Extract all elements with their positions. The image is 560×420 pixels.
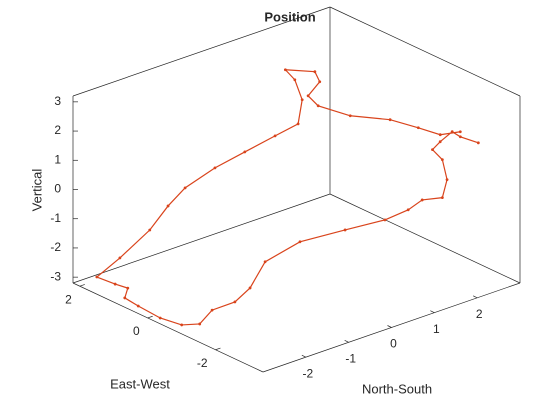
y-tick-label: 2 xyxy=(65,292,72,306)
trajectory-point xyxy=(440,158,444,162)
y-tick-label: -2 xyxy=(197,356,208,370)
x-tick-label: 0 xyxy=(390,337,397,351)
trajectory-point xyxy=(420,198,424,202)
z-tick-label: 2 xyxy=(54,123,61,137)
x-tick-label: -2 xyxy=(302,366,313,380)
trajectory-point xyxy=(243,150,247,154)
trajectory-point xyxy=(210,308,214,312)
y-tick xyxy=(147,315,153,319)
trajectory-point xyxy=(213,166,217,170)
trajectory-point xyxy=(440,196,444,200)
x-tick-label: -1 xyxy=(345,352,356,366)
trajectory-point xyxy=(313,70,317,74)
z-tick-label: -2 xyxy=(50,240,61,254)
box-edge xyxy=(72,193,331,284)
trajectory-point xyxy=(198,322,202,326)
z-tick-label: 1 xyxy=(54,152,61,166)
trajectory-point xyxy=(118,256,122,260)
trajectory-point xyxy=(296,122,300,126)
box-edge xyxy=(72,6,331,97)
trajectory-point xyxy=(450,130,454,134)
x-tick xyxy=(473,295,478,299)
trajectory-point xyxy=(293,78,297,82)
trajectory-point xyxy=(306,94,310,98)
trajectory-point xyxy=(136,304,140,308)
trajectory-point xyxy=(166,204,170,208)
trajectory-point xyxy=(273,134,277,138)
trajectory-point xyxy=(383,218,387,222)
x-tick-label: 2 xyxy=(476,307,483,321)
trajectory-point xyxy=(416,126,420,130)
x-tick xyxy=(387,325,392,328)
y-tick xyxy=(215,347,221,351)
trajectory-point xyxy=(95,275,99,279)
trajectory-point xyxy=(348,114,352,118)
trajectory-point xyxy=(406,208,410,212)
trajectory-point xyxy=(343,228,347,232)
trajectory-point xyxy=(263,260,267,264)
trajectory-point xyxy=(113,282,117,286)
trajectory-point xyxy=(445,178,449,182)
box-edge xyxy=(329,6,521,97)
trajectory-point xyxy=(431,148,434,152)
box-edge xyxy=(72,282,264,373)
trajectory-point xyxy=(180,323,184,327)
trajectory-point xyxy=(318,80,322,84)
trajectory-point xyxy=(316,104,320,108)
trajectory-point xyxy=(183,186,187,190)
trajectory-point xyxy=(438,133,442,137)
trajectory-point xyxy=(388,118,392,122)
z-axis-label: Vertical xyxy=(29,169,44,212)
x-tick xyxy=(301,354,306,358)
box-edge xyxy=(329,193,521,284)
trajectory-point xyxy=(233,300,237,304)
trajectory-point xyxy=(126,286,130,290)
trajectory-point xyxy=(458,130,462,134)
trajectory-point xyxy=(123,296,127,300)
trajectory-point xyxy=(300,98,304,102)
trajectory-point xyxy=(476,141,480,145)
y-axis-label: East-West xyxy=(110,376,170,391)
trajectory-point xyxy=(283,68,287,72)
chart-title: Position xyxy=(264,9,315,24)
z-tick-label: 3 xyxy=(54,94,61,108)
y-tick xyxy=(79,284,85,287)
x-tick-label: 1 xyxy=(433,322,440,336)
y-tick-label: 0 xyxy=(133,324,140,338)
x-tick xyxy=(344,340,349,343)
trajectory xyxy=(95,69,479,326)
x-axis-label: North-South xyxy=(362,381,432,396)
z-tick-label: 0 xyxy=(54,182,61,196)
trajectory-point xyxy=(438,140,442,144)
trajectory-point xyxy=(298,240,302,244)
z-tick-label: -1 xyxy=(50,211,61,225)
z-tick-label: -3 xyxy=(50,269,61,283)
trajectory-point xyxy=(148,228,152,232)
trajectory-point xyxy=(458,135,462,139)
trajectory-point xyxy=(248,286,252,290)
x-tick xyxy=(430,310,435,313)
trajectory-point xyxy=(158,316,162,320)
